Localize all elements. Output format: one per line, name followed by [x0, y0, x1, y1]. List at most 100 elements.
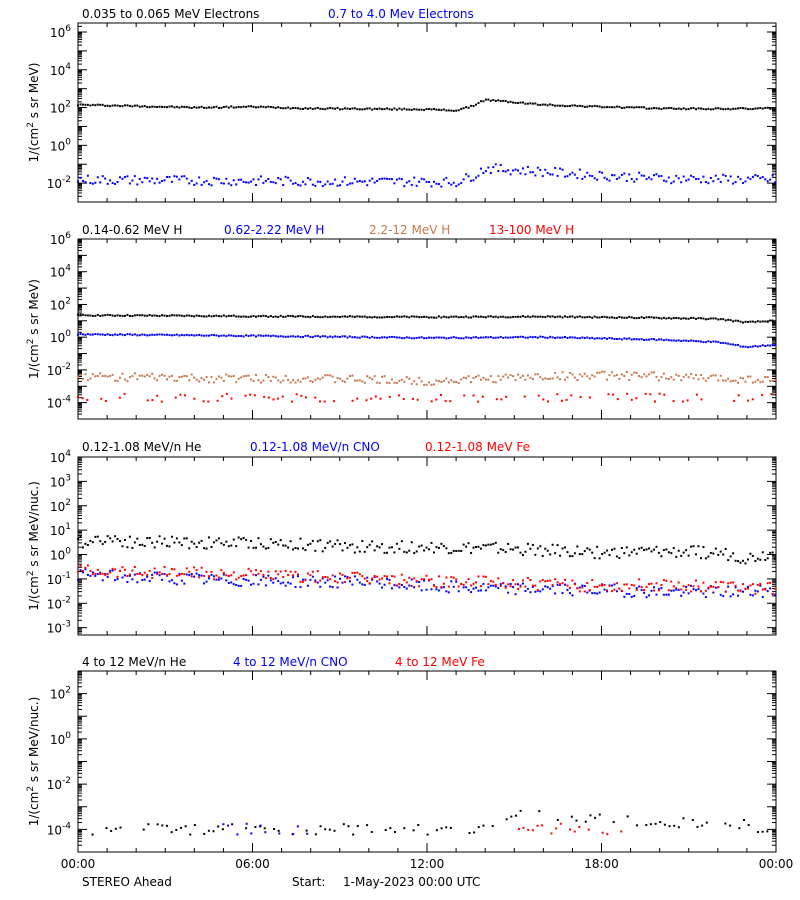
series-legend-label: 0.62-2.22 MeV H: [224, 223, 324, 237]
data-point: [109, 333, 112, 336]
data-point: [410, 315, 413, 318]
data-point: [77, 313, 79, 316]
data-point: [445, 576, 448, 579]
data-point: [610, 371, 613, 374]
data-point: [620, 316, 623, 319]
data-point: [460, 182, 463, 185]
data-point: [247, 567, 250, 570]
data-point: [203, 106, 206, 109]
data-point: [230, 334, 233, 337]
data-point: [250, 539, 253, 542]
data-point: [250, 832, 253, 835]
data-point: [131, 546, 134, 549]
data-point: [217, 537, 220, 540]
data-point: [114, 535, 117, 538]
data-point: [277, 397, 280, 400]
data-point: [432, 584, 435, 587]
data-point: [699, 340, 702, 343]
data-point: [529, 591, 532, 594]
data-point: [573, 316, 576, 319]
data-point: [667, 593, 670, 596]
data-point: [383, 551, 386, 554]
data-point: [277, 315, 280, 318]
data-point: [267, 546, 270, 549]
data-point: [561, 592, 564, 595]
data-point: [754, 380, 757, 383]
data-point: [746, 375, 749, 378]
data-point: [517, 373, 520, 376]
data-point: [403, 185, 406, 188]
data-point: [603, 551, 606, 554]
data-point: [84, 314, 87, 317]
data-point: [608, 584, 611, 587]
data-point: [601, 584, 604, 587]
data-point: [403, 315, 406, 318]
data-point: [245, 334, 248, 337]
data-point: [628, 173, 631, 176]
data-point: [158, 571, 161, 574]
data-point: [178, 334, 181, 337]
data-point: [254, 374, 257, 377]
data-point: [699, 374, 702, 377]
data-point: [217, 315, 220, 318]
data-point: [445, 176, 448, 179]
data-point: [610, 590, 613, 593]
data-point: [702, 377, 705, 380]
data-point: [709, 108, 712, 111]
data-point: [393, 315, 396, 318]
data-point: [534, 315, 537, 318]
data-point: [319, 107, 322, 110]
data-point: [482, 336, 485, 339]
data-point: [724, 174, 727, 177]
data-point: [447, 381, 450, 384]
data-point: [198, 574, 201, 577]
data-point: [94, 104, 97, 107]
data-point: [559, 104, 562, 107]
data-point: [247, 105, 250, 108]
data-point: [601, 553, 604, 556]
data-point: [512, 336, 515, 339]
data-point: [509, 374, 512, 377]
data-point: [106, 313, 109, 316]
data-point: [146, 399, 149, 402]
data-point: [470, 337, 473, 340]
data-point: [296, 825, 299, 828]
data-point: [208, 536, 211, 539]
data-point: [660, 175, 663, 178]
data-point: [648, 583, 651, 586]
data-point: [586, 591, 589, 594]
y-tick-label: 100: [50, 329, 71, 345]
data-point: [672, 589, 675, 592]
data-point: [230, 375, 233, 378]
data-point: [178, 572, 181, 575]
data-point: [237, 377, 240, 380]
data-point: [329, 106, 332, 109]
data-point: [341, 573, 344, 576]
data-point: [717, 379, 720, 382]
data-point: [746, 346, 749, 349]
data-point: [638, 338, 641, 341]
data-point: [269, 379, 272, 382]
data-point: [643, 589, 646, 592]
data-point: [403, 107, 406, 110]
data-point: [299, 107, 302, 110]
data-point: [578, 168, 581, 171]
data-point: [603, 583, 606, 586]
data-point: [123, 378, 126, 381]
data-point: [222, 379, 225, 382]
data-point: [502, 582, 505, 585]
data-point: [420, 316, 423, 319]
data-point: [143, 375, 146, 378]
data-point: [682, 585, 685, 588]
data-point: [332, 400, 335, 403]
data-point: [714, 547, 717, 550]
data-point: [376, 575, 379, 578]
data-point: [314, 579, 317, 582]
data-point: [430, 578, 433, 581]
data-point: [709, 317, 712, 320]
data-point: [178, 376, 181, 379]
data-point: [351, 315, 354, 318]
data-point: [366, 316, 369, 319]
data-point: [635, 371, 638, 374]
data-point: [331, 586, 334, 589]
